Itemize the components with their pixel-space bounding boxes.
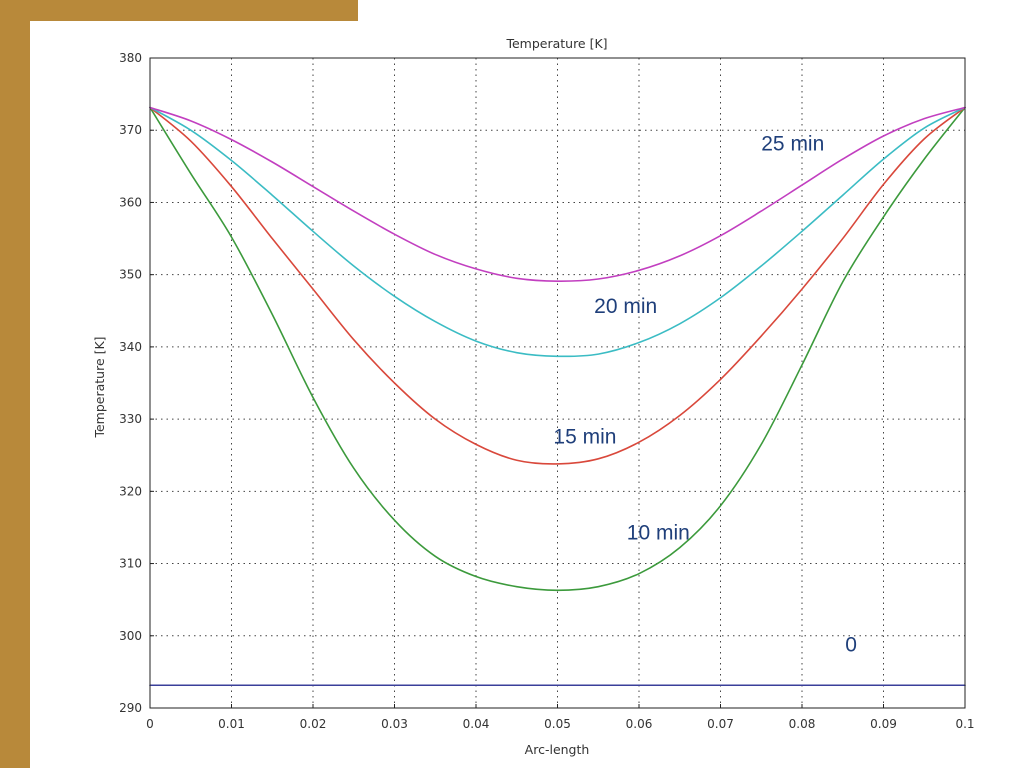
series-line-10-min [149, 106, 966, 592]
accent-bar-left [0, 0, 30, 768]
curve-label-10-min: 10 min [627, 522, 690, 545]
accent-bar-top [0, 0, 358, 21]
y-tick-label: 350 [119, 268, 142, 282]
x-tick-label: 0.1 [955, 717, 974, 731]
y-axis-title: Temperature [K] [92, 336, 107, 438]
x-tick-label: 0.03 [381, 717, 408, 731]
x-tick-label: 0.05 [544, 717, 571, 731]
x-tick-label: 0.08 [789, 717, 816, 731]
x-tick-label: 0 [146, 717, 154, 731]
y-tick-label: 310 [119, 557, 142, 571]
curve-label-0: 0 [845, 634, 857, 657]
curve-label-15-min: 15 min [553, 426, 616, 449]
x-axis-title: Arc-length [525, 742, 590, 757]
y-tick-label: 370 [119, 123, 142, 137]
y-tick-label: 300 [119, 629, 142, 643]
x-tick-label: 0.09 [870, 717, 897, 731]
y-tick-label: 360 [119, 195, 142, 209]
grid-lines [150, 58, 965, 708]
curve-label-20-min: 20 min [594, 295, 657, 318]
y-tick-label: 330 [119, 412, 142, 426]
x-tick-label: 0.02 [300, 717, 327, 731]
y-tick-label: 320 [119, 484, 142, 498]
series-line-20-min [149, 106, 966, 358]
y-tick-label: 340 [119, 340, 142, 354]
x-tick-label: 0.04 [463, 717, 490, 731]
series-line-25-min [149, 106, 966, 282]
curve-label-25-min: 25 min [761, 132, 824, 155]
tick-labels: 0 0.01 0.02 0.03 0.04 0.05 0.06 0.07 0.08 0.09 0.1… [119, 51, 974, 731]
chart-title: Temperature [K] [505, 36, 607, 51]
series-lines [149, 106, 966, 687]
x-tick-label: 0.01 [218, 717, 245, 731]
curve-annotations: 25 min 20 min 15 min 10 min 0 [553, 132, 856, 656]
y-tick-label: 380 [119, 51, 142, 65]
x-tick-label: 0.07 [707, 717, 734, 731]
x-tick-label: 0.06 [626, 717, 653, 731]
y-tick-label: 290 [119, 701, 142, 715]
series-line-15-min [149, 106, 966, 465]
